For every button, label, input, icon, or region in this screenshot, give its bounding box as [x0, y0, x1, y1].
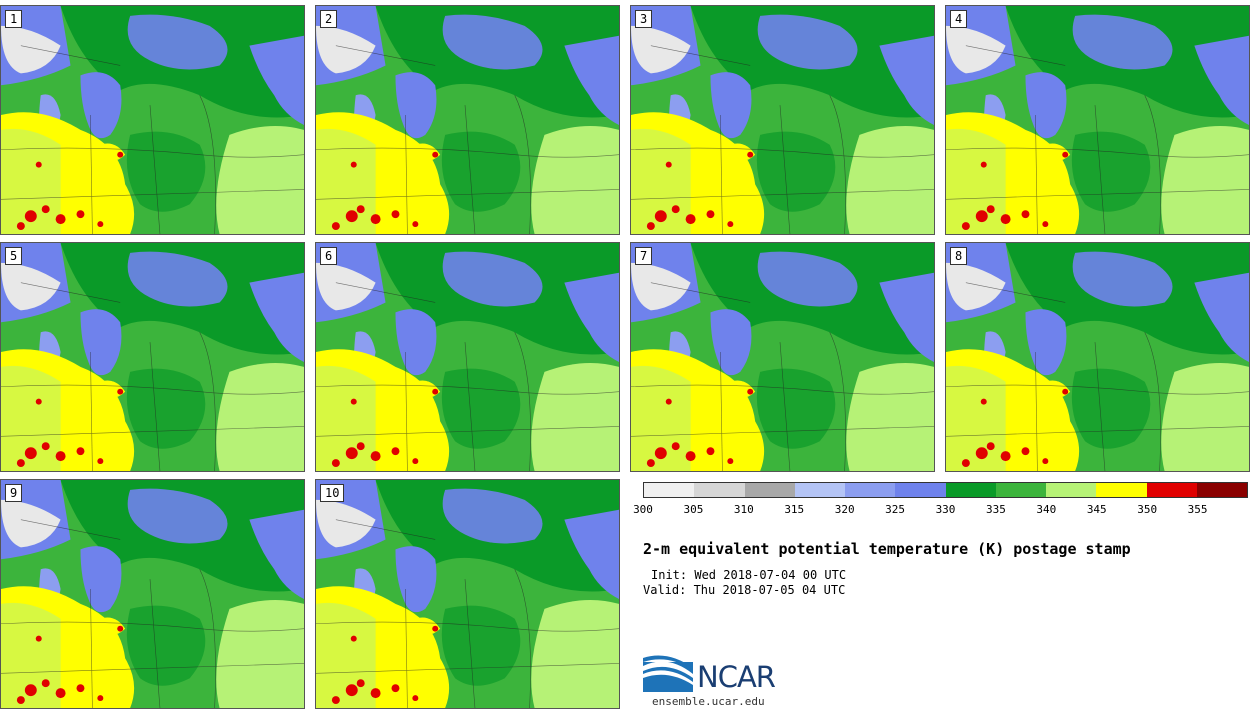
map-field — [631, 6, 934, 234]
map-field — [946, 243, 1249, 471]
map-panel: 5 — [0, 242, 305, 472]
colorbar-segment — [895, 483, 946, 497]
colorbar-tick-label: 305 — [683, 503, 704, 516]
colorbar-segment — [1146, 483, 1197, 497]
colorbar-tick-label: 335 — [985, 503, 1006, 516]
map-field — [316, 243, 619, 471]
colorbar-segment — [794, 483, 845, 497]
map-field — [1, 480, 304, 708]
map-field — [1, 243, 304, 471]
site-url: ensemble.ucar.edu — [652, 695, 765, 708]
panel-number: 1 — [5, 10, 23, 28]
colorbar-tick-label: 350 — [1137, 503, 1158, 516]
colorbar-ticks: 300 305 310 315 320 325 330 335 340 345 350 355 — [633, 503, 1248, 517]
panel-number: 4 — [950, 10, 968, 28]
map-field — [316, 6, 619, 234]
panel-number: 7 — [635, 247, 653, 265]
colorbar-segment — [744, 483, 795, 497]
colorbar-segment — [845, 483, 896, 497]
map-field — [316, 480, 619, 708]
colorbar-tick-label: 355 — [1187, 503, 1208, 516]
colorbar-tick-label: 310 — [733, 503, 754, 516]
figure-title: 2-m equivalent potential temperature (K)… — [643, 540, 1131, 558]
map-panel: 8 — [945, 242, 1250, 472]
colorbar-tick-label: 315 — [784, 503, 805, 516]
map-panel: 10 — [315, 479, 620, 709]
map-panel: 6 — [315, 242, 620, 472]
map-panel: 3 — [630, 5, 935, 235]
map-panel: 7 — [630, 242, 935, 472]
panel-number: 6 — [320, 247, 338, 265]
panel-number: 2 — [320, 10, 338, 28]
panel-number: 9 — [5, 484, 23, 502]
valid-time: Valid: Thu 2018-07-05 04 UTC — [643, 583, 846, 597]
colorbar-tick-label: 320 — [834, 503, 855, 516]
panel-number: 5 — [5, 247, 23, 265]
map-panel: 2 — [315, 5, 620, 235]
map-panel: 1 — [0, 5, 305, 235]
map-panel: 4 — [945, 5, 1250, 235]
colorbar-tick-label: 340 — [1036, 503, 1057, 516]
colorbar-segment — [945, 483, 996, 497]
colorbar-segment — [1096, 483, 1147, 497]
map-field — [1, 6, 304, 234]
colorbar-segment — [694, 483, 745, 497]
map-field — [631, 243, 934, 471]
colorbar-tick-label: 325 — [885, 503, 906, 516]
ncar-logo-icon — [643, 655, 693, 692]
panel-number: 8 — [950, 247, 968, 265]
panel-number: 10 — [320, 484, 345, 502]
colorbar-segment — [1046, 483, 1097, 497]
colorbar-segment — [1196, 483, 1247, 497]
ncar-logo-text: NCAR — [697, 660, 776, 694]
map-panel: 9 — [0, 479, 305, 709]
colorbar-segment — [995, 483, 1046, 497]
panel-number: 3 — [635, 10, 653, 28]
colorbar-segment — [644, 483, 695, 497]
init-time: Init: Wed 2018-07-04 00 UTC — [651, 568, 847, 582]
colorbar-tick-label: 300 — [633, 503, 653, 516]
map-field — [946, 6, 1249, 234]
colorbar — [643, 482, 1248, 498]
colorbar-tick-label: 330 — [935, 503, 956, 516]
colorbar-tick-label: 345 — [1086, 503, 1107, 516]
